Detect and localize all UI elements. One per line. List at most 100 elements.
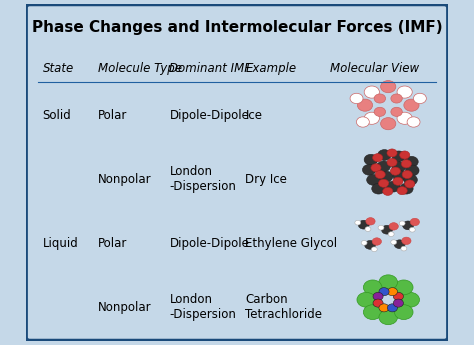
Circle shape <box>379 288 389 296</box>
Circle shape <box>387 158 397 166</box>
Circle shape <box>405 180 415 188</box>
Circle shape <box>407 117 420 127</box>
Circle shape <box>410 227 415 232</box>
Circle shape <box>358 220 369 229</box>
Circle shape <box>381 118 396 130</box>
Circle shape <box>372 183 385 194</box>
Text: Example: Example <box>246 62 297 75</box>
Circle shape <box>401 160 411 168</box>
Circle shape <box>355 220 361 225</box>
Circle shape <box>356 117 369 127</box>
Circle shape <box>393 170 406 181</box>
Text: Dry Ice: Dry Ice <box>246 173 287 186</box>
Text: Polar: Polar <box>98 237 127 250</box>
Circle shape <box>389 223 398 230</box>
Circle shape <box>394 240 405 249</box>
Text: Nonpolar: Nonpolar <box>98 300 151 314</box>
Circle shape <box>357 99 373 111</box>
Circle shape <box>379 304 389 312</box>
Text: Solid: Solid <box>43 109 72 122</box>
Circle shape <box>367 175 380 185</box>
Circle shape <box>410 218 419 226</box>
Text: State: State <box>43 62 74 75</box>
Text: Dipole-Dipole: Dipole-Dipole <box>169 109 249 122</box>
Circle shape <box>400 151 410 159</box>
Circle shape <box>364 280 382 295</box>
Circle shape <box>378 150 391 160</box>
Circle shape <box>402 237 411 245</box>
Circle shape <box>371 164 381 172</box>
Circle shape <box>404 99 419 111</box>
Circle shape <box>365 227 371 231</box>
Circle shape <box>357 292 375 307</box>
Circle shape <box>394 305 413 319</box>
Circle shape <box>402 170 412 179</box>
Circle shape <box>375 170 385 179</box>
Text: Dipole-Dipole: Dipole-Dipole <box>169 237 249 250</box>
Text: Dominant IMF: Dominant IMF <box>169 62 251 75</box>
Circle shape <box>391 107 402 116</box>
Circle shape <box>393 177 403 185</box>
Text: Ethylene Glycol: Ethylene Glycol <box>246 237 337 250</box>
FancyBboxPatch shape <box>26 4 448 341</box>
Circle shape <box>401 246 407 251</box>
Circle shape <box>364 112 379 124</box>
Text: London
-Dispersion: London -Dispersion <box>169 293 237 321</box>
Circle shape <box>392 151 406 162</box>
Circle shape <box>373 154 383 162</box>
Circle shape <box>404 175 418 185</box>
Circle shape <box>390 167 401 175</box>
Circle shape <box>382 225 392 234</box>
Circle shape <box>372 238 382 245</box>
Text: Liquid: Liquid <box>43 237 79 250</box>
Text: Phase Changes and Intermolecular Forces (IMF): Phase Changes and Intermolecular Forces … <box>32 20 442 35</box>
Circle shape <box>373 299 383 307</box>
Circle shape <box>381 81 396 93</box>
Circle shape <box>400 183 413 194</box>
Circle shape <box>361 240 367 245</box>
Circle shape <box>379 179 389 187</box>
Text: Ice: Ice <box>246 109 263 122</box>
Circle shape <box>379 171 393 182</box>
Circle shape <box>387 304 398 312</box>
Circle shape <box>392 162 406 172</box>
Circle shape <box>405 156 418 167</box>
Circle shape <box>377 161 390 172</box>
Circle shape <box>391 240 397 245</box>
Circle shape <box>399 221 405 226</box>
Circle shape <box>366 218 375 225</box>
Circle shape <box>394 280 413 295</box>
Circle shape <box>401 292 419 307</box>
Circle shape <box>383 187 393 195</box>
Circle shape <box>393 292 403 300</box>
Circle shape <box>374 94 385 103</box>
Circle shape <box>386 181 400 192</box>
Circle shape <box>387 288 398 296</box>
Circle shape <box>402 221 413 230</box>
Circle shape <box>391 94 402 103</box>
Circle shape <box>397 187 407 195</box>
Circle shape <box>373 292 383 300</box>
Circle shape <box>406 165 419 176</box>
Circle shape <box>397 112 412 124</box>
Circle shape <box>413 93 426 104</box>
Text: London
-Dispersion: London -Dispersion <box>169 165 237 193</box>
Circle shape <box>393 299 403 307</box>
Circle shape <box>379 275 398 290</box>
Circle shape <box>397 86 412 98</box>
Circle shape <box>378 225 384 230</box>
Text: Polar: Polar <box>98 109 127 122</box>
Circle shape <box>365 240 375 249</box>
Circle shape <box>350 93 363 104</box>
Circle shape <box>388 232 394 236</box>
Circle shape <box>374 107 385 116</box>
Circle shape <box>379 310 398 325</box>
Text: Molecular View: Molecular View <box>330 62 419 75</box>
Circle shape <box>364 305 382 319</box>
Circle shape <box>364 154 378 165</box>
Circle shape <box>371 247 377 252</box>
Text: Carbon
Tetrachloride: Carbon Tetrachloride <box>246 293 322 321</box>
Circle shape <box>363 165 376 175</box>
Circle shape <box>364 86 379 98</box>
Text: Molecule Type: Molecule Type <box>98 62 182 75</box>
